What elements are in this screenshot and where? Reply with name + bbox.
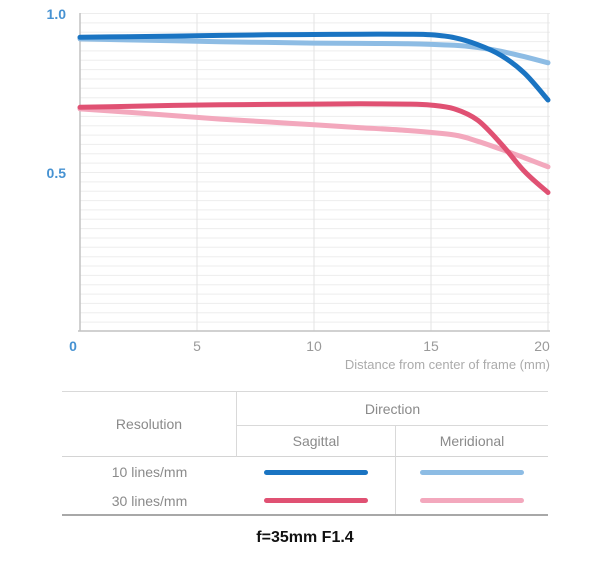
swatch-30-meridional <box>420 498 524 503</box>
legend-cell <box>395 457 548 487</box>
legend-direction-header: Direction <box>237 392 548 426</box>
mtf-curves <box>77 31 551 195</box>
swatch-10-meridional <box>420 469 524 475</box>
x-axis-title: Distance from center of frame (mm) <box>345 357 550 372</box>
axis-labels: 1.0 0.5 0 5 10 15 20 Distance from cente… <box>47 6 550 372</box>
y-tick-0.5: 0.5 <box>47 165 67 181</box>
curve-10-lines-mm-meridional <box>77 36 551 66</box>
legend-row-30-lines-label: 30 lines/mm <box>111 492 188 509</box>
curve-30-lines-mm-sagittal <box>77 101 551 195</box>
x-tick-10: 10 <box>306 338 322 354</box>
mtf-chart: 1.0 0.5 0 5 10 15 20 Distance from cente… <box>47 6 551 372</box>
legend-cell <box>237 457 395 487</box>
x-tick-0: 0 <box>69 338 77 354</box>
legend-table: Resolution Direction Sagittal Meridional… <box>62 391 548 516</box>
legend-meridional-header: Meridional <box>395 426 548 457</box>
legend-cell <box>237 487 395 514</box>
curve-30-lines-mm-meridional <box>77 106 551 170</box>
horizontal-gridlines <box>80 13 550 323</box>
swatch-30-sagittal <box>264 498 368 503</box>
x-tick-15: 15 <box>423 338 439 354</box>
vertical-gridlines <box>196 13 549 331</box>
axes <box>78 13 550 332</box>
curve-10-lines-mm-sagittal <box>77 31 551 103</box>
legend-row-10-lines-label: 10 lines/mm <box>111 464 188 480</box>
x-tick-5: 5 <box>193 338 201 354</box>
legend-resolution-header: Resolution <box>62 392 237 457</box>
legend-cell <box>395 487 548 514</box>
y-tick-1.0: 1.0 <box>47 6 67 22</box>
lens-caption: f=35mm F1.4 <box>256 529 354 546</box>
swatch-10-sagittal <box>264 469 368 475</box>
legend-sagittal-header: Sagittal <box>237 426 395 457</box>
x-tick-20: 20 <box>534 338 550 354</box>
